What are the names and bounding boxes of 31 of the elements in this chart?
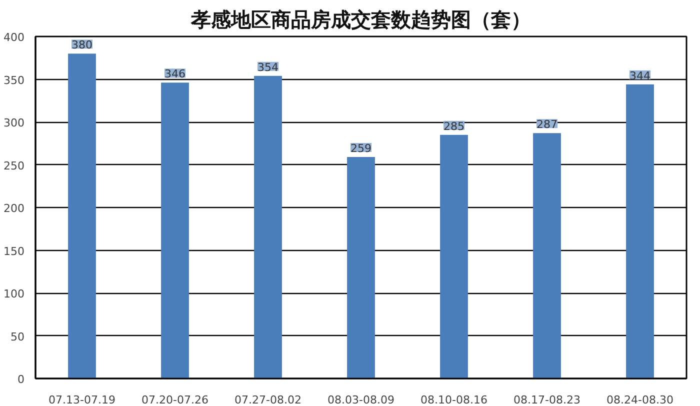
data-label: 354 [258, 60, 278, 74]
y-tick-label: 150 [4, 244, 25, 258]
y-tick-label: 250 [4, 159, 25, 172]
x-tick-label: 07.13-07.19 [48, 394, 116, 406]
bar [347, 157, 375, 378]
y-tick-label: 0 [18, 373, 24, 386]
bar [533, 133, 561, 378]
y-tick-label: 50 [10, 330, 25, 344]
y-tick-label: 400 [4, 31, 25, 44]
bar [440, 134, 468, 378]
x-tick-label: 07.27-08.02 [234, 394, 302, 406]
x-tick-label: 07.20-07.26 [142, 394, 208, 406]
y-tick-label: 300 [4, 116, 25, 130]
bar [626, 84, 654, 378]
data-label: 285 [444, 120, 464, 133]
bar [254, 76, 282, 378]
x-tick-label: 08.10-08.16 [420, 394, 488, 406]
x-tick-label: 08.17-08.23 [514, 394, 580, 406]
x-tick-label: 08.24-08.30 [606, 394, 674, 406]
data-label: 380 [72, 38, 92, 52]
data-label: 259 [350, 142, 372, 156]
bar [68, 54, 96, 378]
y-tick-label: 100 [4, 288, 25, 300]
data-label: 346 [164, 68, 186, 81]
y-tick-label: 350 [4, 74, 25, 87]
chart-title: 孝感地区商品房成交套数趋势图（套） [190, 8, 531, 32]
data-label: 344 [630, 69, 650, 82]
y-tick-label: 200 [4, 202, 25, 215]
x-tick-label: 08.03-08.09 [328, 394, 394, 406]
data-label: 287 [536, 118, 558, 132]
bar [161, 82, 189, 378]
